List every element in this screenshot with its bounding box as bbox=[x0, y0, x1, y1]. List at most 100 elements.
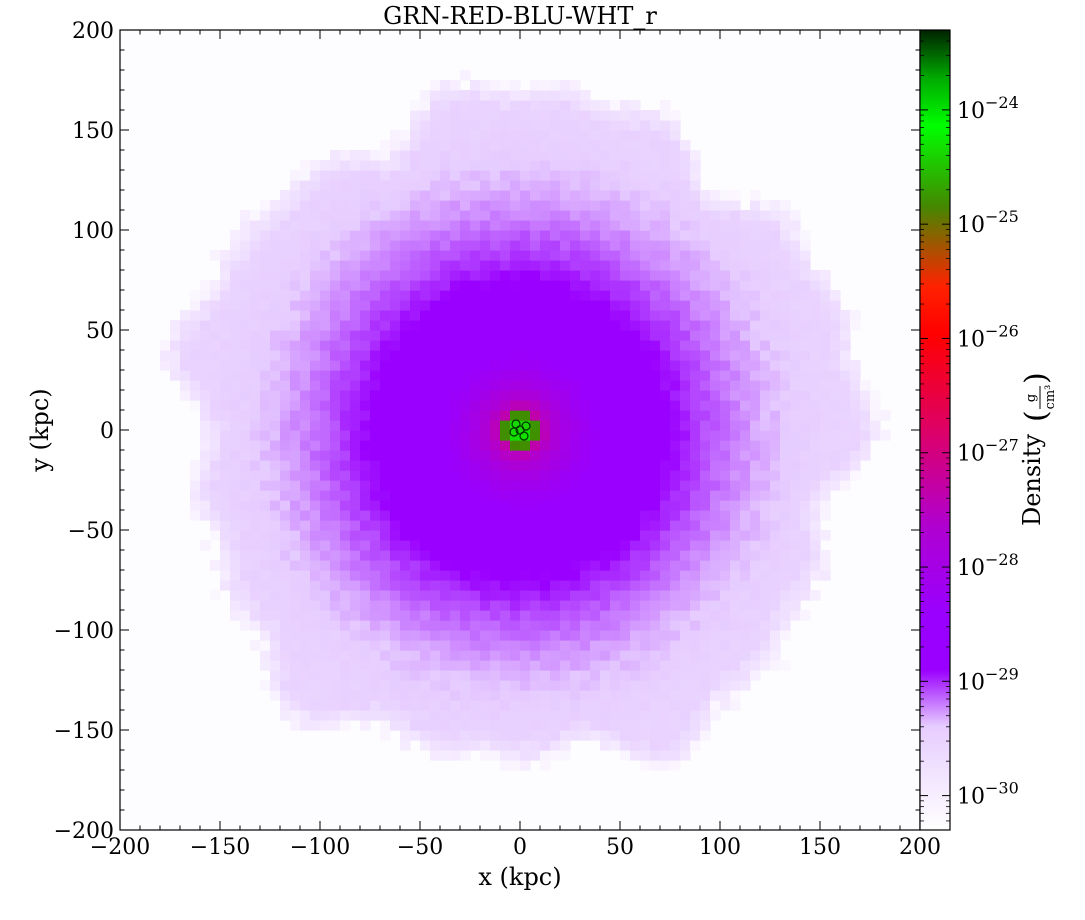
density-cell bbox=[190, 470, 201, 481]
density-cell bbox=[430, 590, 441, 601]
density-cell bbox=[660, 420, 671, 431]
density-cell bbox=[350, 390, 361, 401]
density-cell bbox=[430, 200, 441, 211]
density-cell bbox=[510, 130, 521, 141]
density-cell bbox=[570, 550, 581, 561]
density-cell bbox=[660, 250, 671, 261]
density-cell bbox=[540, 280, 551, 291]
density-cell bbox=[640, 690, 651, 701]
density-cell bbox=[600, 520, 611, 531]
density-cell bbox=[800, 490, 811, 501]
density-cell bbox=[400, 430, 411, 441]
density-cell bbox=[400, 290, 411, 301]
density-cell bbox=[560, 380, 571, 391]
density-cell bbox=[730, 410, 741, 421]
density-cell bbox=[350, 470, 361, 481]
density-cell bbox=[780, 240, 791, 251]
density-cell bbox=[590, 220, 601, 231]
density-cell bbox=[290, 400, 301, 411]
density-cell bbox=[400, 440, 411, 451]
density-cell bbox=[220, 400, 231, 411]
density-cell bbox=[660, 750, 671, 761]
density-cell bbox=[460, 70, 471, 81]
density-cell bbox=[580, 730, 591, 741]
density-cell bbox=[460, 720, 471, 731]
density-cell bbox=[610, 370, 621, 381]
density-cell bbox=[490, 520, 501, 531]
density-cell bbox=[720, 690, 731, 701]
density-cell bbox=[240, 360, 251, 371]
density-cell bbox=[730, 380, 741, 391]
density-cell bbox=[460, 580, 471, 591]
density-cell bbox=[460, 230, 471, 241]
density-cell bbox=[650, 750, 661, 761]
density-cell bbox=[330, 490, 341, 501]
density-cell bbox=[530, 660, 541, 671]
density-cell bbox=[630, 190, 641, 201]
density-cell bbox=[500, 680, 511, 691]
density-cell bbox=[520, 240, 531, 251]
density-cell bbox=[600, 180, 611, 191]
density-cell bbox=[460, 600, 471, 611]
density-cell bbox=[220, 520, 231, 531]
density-cell bbox=[550, 420, 561, 431]
density-cell bbox=[430, 740, 441, 751]
density-cell bbox=[560, 390, 571, 401]
density-cell bbox=[230, 270, 241, 281]
density-cell bbox=[710, 480, 721, 491]
density-cell bbox=[620, 740, 631, 751]
density-cell bbox=[630, 100, 641, 111]
density-cell bbox=[660, 220, 671, 231]
density-cell bbox=[460, 150, 471, 161]
density-cell bbox=[530, 640, 541, 651]
density-cell bbox=[750, 530, 761, 541]
density-cell bbox=[690, 260, 701, 271]
density-cell bbox=[290, 420, 301, 431]
density-cell bbox=[510, 390, 521, 401]
density-cell bbox=[660, 510, 671, 521]
density-cell bbox=[800, 550, 811, 561]
density-cell bbox=[340, 230, 351, 241]
density-cell bbox=[570, 170, 581, 181]
density-cell bbox=[540, 100, 551, 111]
density-cell bbox=[780, 380, 791, 391]
density-cell bbox=[840, 360, 851, 371]
density-cell bbox=[570, 730, 581, 741]
density-cell bbox=[580, 380, 591, 391]
density-cell bbox=[280, 660, 291, 671]
density-cell bbox=[770, 590, 781, 601]
density-cell bbox=[250, 210, 261, 221]
density-cell bbox=[570, 190, 581, 201]
density-cell bbox=[470, 140, 481, 151]
density-cell bbox=[770, 560, 781, 571]
density-cell bbox=[810, 300, 821, 311]
density-cell bbox=[320, 260, 331, 271]
density-cell bbox=[290, 540, 301, 551]
density-cell bbox=[580, 650, 591, 661]
density-cell bbox=[630, 630, 641, 641]
density-cell bbox=[700, 400, 711, 411]
density-cell bbox=[530, 230, 541, 241]
density-cell bbox=[530, 160, 541, 171]
density-cell bbox=[620, 150, 631, 161]
density-cell bbox=[390, 660, 401, 671]
density-cell bbox=[590, 540, 601, 551]
density-cell bbox=[630, 170, 641, 181]
density-cell bbox=[520, 640, 531, 651]
density-cell bbox=[700, 450, 711, 461]
density-cell bbox=[610, 360, 621, 371]
density-cell bbox=[530, 700, 541, 711]
density-core-mark bbox=[509, 427, 519, 437]
density-cell bbox=[390, 190, 401, 201]
density-cell bbox=[440, 500, 451, 511]
density-cell bbox=[690, 720, 701, 731]
density-cell bbox=[540, 90, 551, 101]
density-cell bbox=[480, 100, 491, 111]
density-cell bbox=[680, 240, 691, 251]
density-cell bbox=[710, 410, 721, 421]
density-cell bbox=[660, 130, 671, 141]
density-cell bbox=[610, 440, 621, 451]
density-cell bbox=[290, 220, 301, 231]
density-cell bbox=[330, 210, 341, 221]
density-cell bbox=[670, 110, 681, 121]
